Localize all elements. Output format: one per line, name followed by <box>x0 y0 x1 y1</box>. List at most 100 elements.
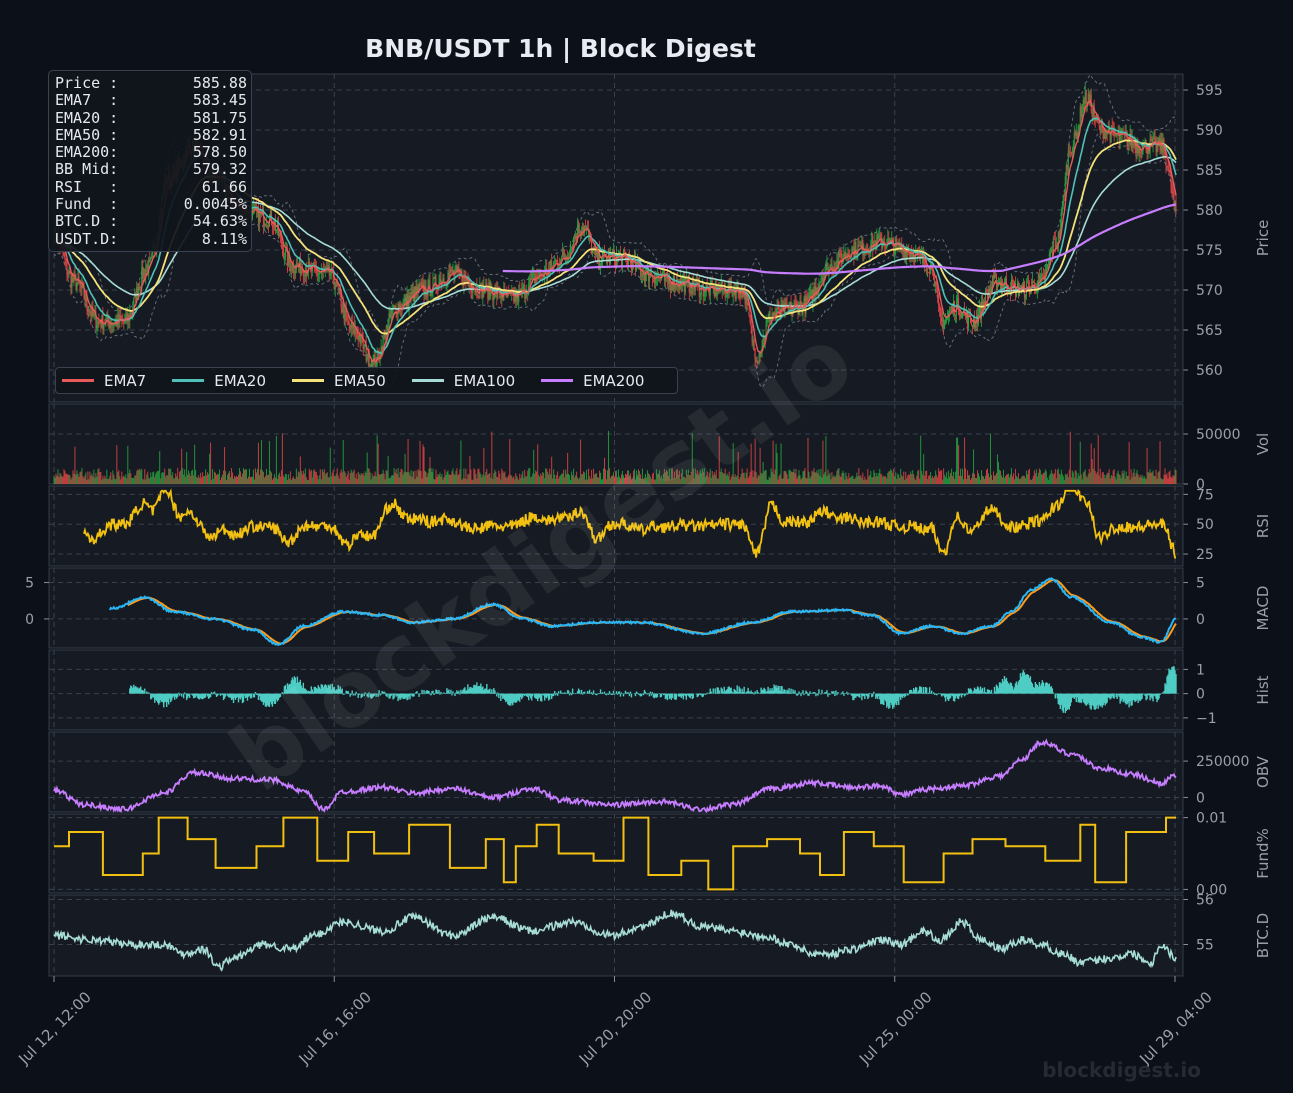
volume-bar <box>312 470 314 484</box>
candle-body <box>822 277 824 283</box>
histogram-bar <box>861 693 863 701</box>
candle-body <box>86 294 88 307</box>
histogram-bar <box>1140 693 1142 700</box>
candle-body <box>759 351 761 357</box>
volume-bar <box>940 470 942 484</box>
histogram-bar <box>965 692 968 694</box>
volume-bar <box>989 433 991 484</box>
volume-bar <box>910 471 912 484</box>
histogram-bar <box>1066 693 1068 710</box>
candle-body <box>1098 123 1100 126</box>
histogram-bar <box>140 686 142 694</box>
volume-bar <box>762 461 764 484</box>
volume-bar <box>408 472 410 484</box>
candle-body <box>1039 276 1041 280</box>
candle-body <box>982 300 984 311</box>
histogram-bar <box>767 686 769 694</box>
histogram-bar <box>900 693 902 700</box>
histogram-bar <box>1164 683 1166 694</box>
volume-bar <box>1168 471 1170 484</box>
candle-body <box>959 311 961 317</box>
info-row: EMA200: 578.50 <box>55 143 247 161</box>
volume-bar <box>1172 475 1174 484</box>
candle-body <box>768 311 770 318</box>
histogram-bar <box>863 693 865 697</box>
histogram-bar <box>445 693 447 694</box>
histogram-bar <box>884 693 886 700</box>
histogram-bar <box>178 693 181 696</box>
candle-body <box>642 273 644 275</box>
histogram-bar <box>670 693 673 700</box>
candle-body <box>66 259 68 274</box>
candle-body <box>669 279 671 290</box>
candle-body <box>1022 281 1024 288</box>
candle-body <box>455 266 457 273</box>
histogram-bar <box>997 688 1000 694</box>
volume-bar <box>96 476 98 484</box>
histogram-bar <box>982 692 985 694</box>
volume-bar <box>817 473 819 484</box>
volume-bar <box>181 448 183 484</box>
volume-bar <box>290 479 292 484</box>
volume-bar <box>84 475 86 484</box>
histogram-bar <box>462 689 464 694</box>
candle-body <box>909 252 911 257</box>
histogram-bar <box>1084 693 1086 705</box>
volume-bar <box>272 478 274 484</box>
volume-bar <box>489 472 491 484</box>
candle-body <box>776 306 778 313</box>
histogram-bar <box>130 685 132 694</box>
candle-body <box>258 211 260 224</box>
volume-bar <box>210 442 212 484</box>
candle-body <box>343 305 345 321</box>
volume-bar <box>59 472 61 484</box>
volume-bar <box>641 468 643 484</box>
candle-body <box>120 315 122 320</box>
histogram-bar <box>677 693 680 697</box>
candle-body <box>640 276 642 278</box>
histogram-bar <box>899 693 901 698</box>
volume-bar <box>230 477 232 484</box>
volume-bar <box>885 476 887 484</box>
volume-bar <box>419 440 421 484</box>
volume-bar <box>383 473 385 484</box>
volume-bar <box>715 469 717 484</box>
histogram-bar <box>792 689 794 694</box>
legend-label: EMA20 <box>214 371 267 390</box>
histogram-bar <box>423 690 425 694</box>
volume-bar <box>1093 448 1095 484</box>
volume-bar <box>772 440 774 484</box>
volume-bar <box>331 472 333 484</box>
volume-bar <box>327 477 329 484</box>
volume-bar <box>1160 478 1162 484</box>
histogram-bar <box>513 693 515 703</box>
volume-bar <box>614 471 616 484</box>
histogram-bar <box>1035 683 1038 694</box>
candle-body <box>1016 282 1018 288</box>
volume-bar <box>437 474 439 484</box>
volume-bar <box>644 473 646 484</box>
candle-body <box>1027 282 1029 286</box>
volume-bar <box>323 468 325 484</box>
volume-bar <box>812 471 814 484</box>
candle-body <box>1147 147 1149 154</box>
histogram-bar <box>656 693 659 698</box>
volume-bar <box>1175 470 1177 484</box>
candle-body <box>290 270 292 272</box>
volume-bar <box>320 479 322 484</box>
candle-body <box>634 257 636 270</box>
candle-body <box>326 267 328 268</box>
volume-bar <box>1017 473 1019 484</box>
volume-bar <box>565 469 567 484</box>
histogram-bar <box>536 693 538 699</box>
histogram-bar <box>1119 693 1121 704</box>
volume-bar <box>707 476 709 484</box>
candle-body <box>275 229 277 232</box>
histogram-bar <box>1172 666 1174 694</box>
candle-body <box>147 265 149 273</box>
histogram-bar <box>525 693 527 696</box>
histogram-bar <box>871 693 873 698</box>
volume-bar <box>605 469 607 484</box>
histogram-bar <box>201 693 204 700</box>
volume-bar <box>559 476 561 484</box>
